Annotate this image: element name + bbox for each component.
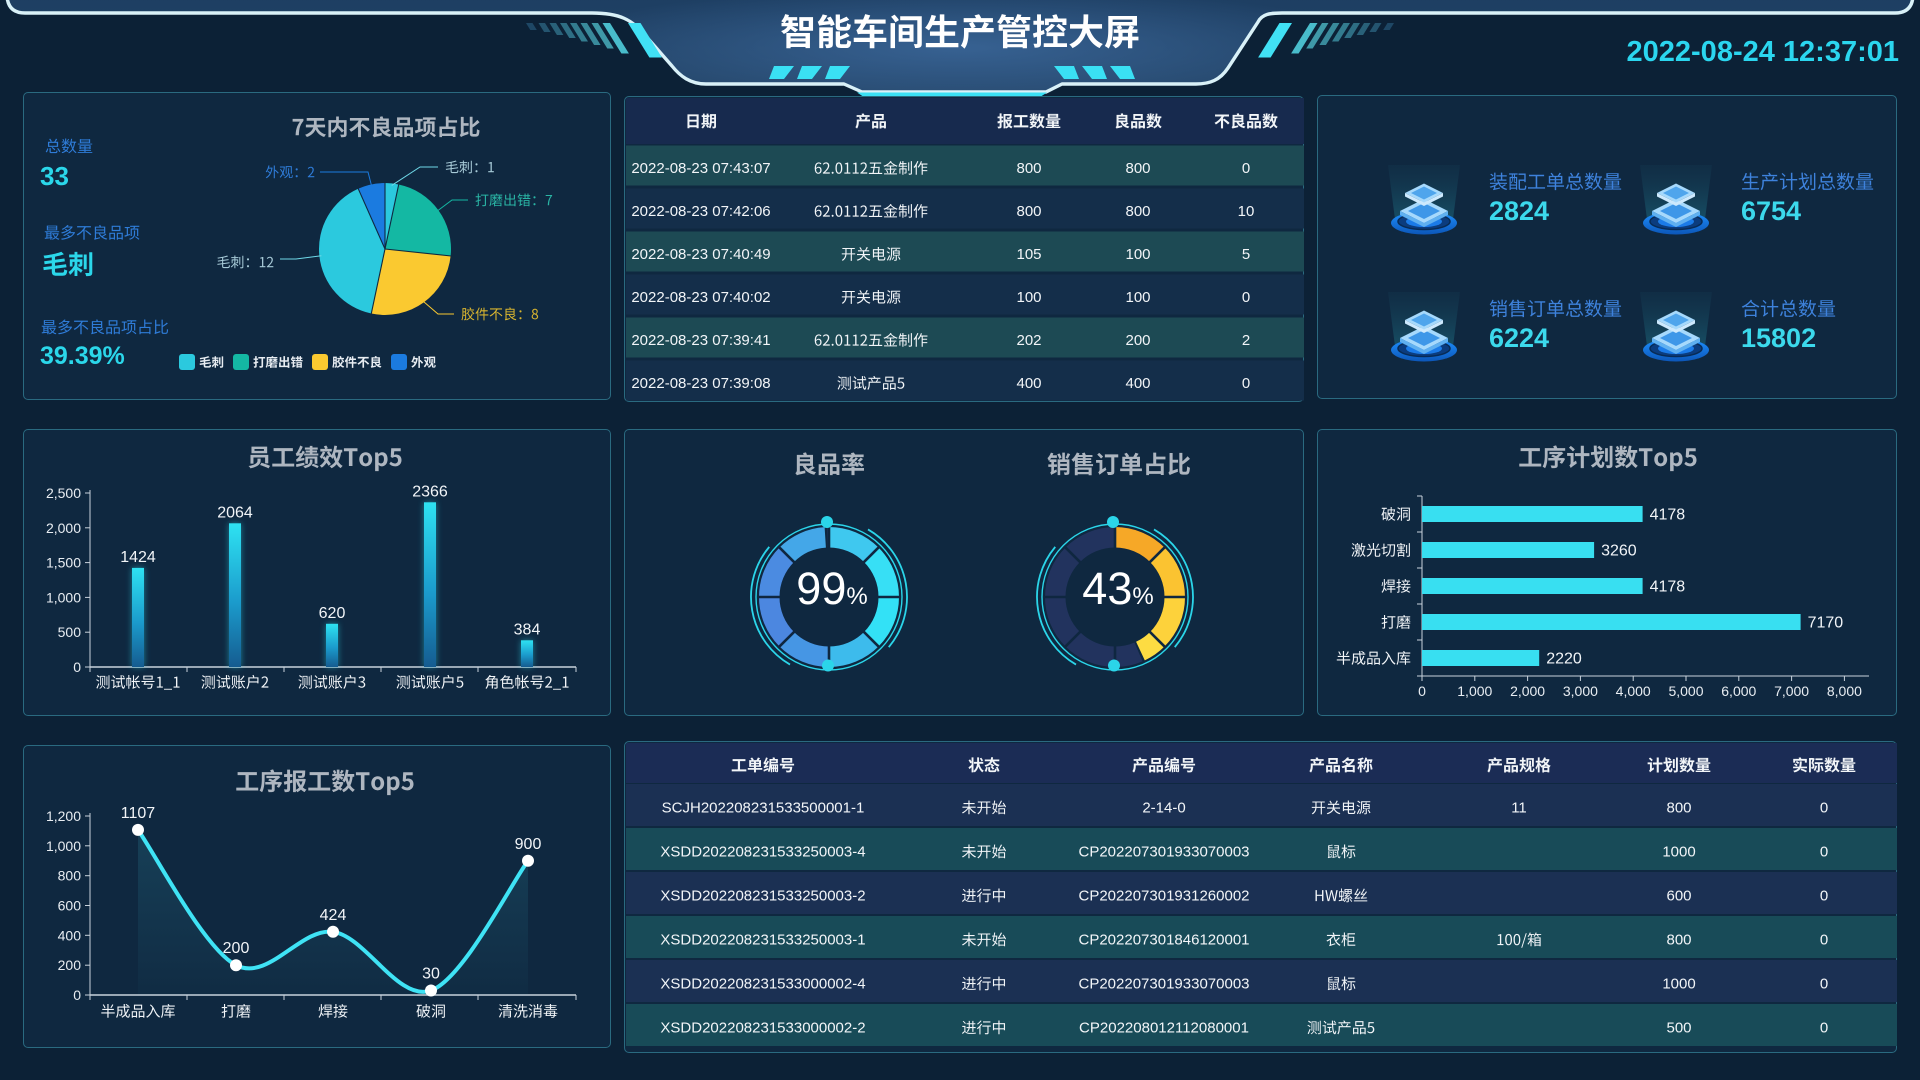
svg-text:7170: 7170 (1808, 615, 1844, 632)
svg-text:0: 0 (1820, 800, 1828, 817)
svg-text:1,000: 1,000 (46, 589, 81, 605)
svg-text:3260: 3260 (1601, 543, 1637, 560)
svg-text:CP202208012112080001: CP202208012112080001 (1079, 1020, 1249, 1037)
svg-text:CP202207301933070003: CP202207301933070003 (1079, 844, 1250, 861)
svg-text:XSDD202208231533000002-2: XSDD202208231533000002-2 (660, 1020, 865, 1037)
svg-text:900: 900 (515, 836, 542, 853)
svg-text:15802: 15802 (1741, 323, 1816, 353)
svg-text:0: 0 (1820, 1020, 1828, 1037)
svg-text:SCJH202208231533500001-1: SCJH202208231533500001-1 (662, 800, 865, 817)
svg-text:XSDD202208231533250003-4: XSDD202208231533250003-4 (660, 844, 865, 861)
svg-text:800: 800 (1016, 160, 1041, 177)
svg-text:2,000: 2,000 (46, 520, 81, 536)
svg-text:0: 0 (73, 987, 81, 1003)
svg-text:1000: 1000 (1662, 976, 1695, 993)
svg-text:6,000: 6,000 (1721, 683, 1756, 699)
svg-text:400: 400 (1016, 375, 1041, 392)
svg-text:600: 600 (58, 898, 82, 914)
svg-text:4,000: 4,000 (1616, 683, 1651, 699)
svg-text:0: 0 (1820, 888, 1828, 905)
svg-text:7,000: 7,000 (1774, 683, 1809, 699)
svg-text:2022-08-23 07:40:02: 2022-08-23 07:40:02 (631, 289, 770, 306)
svg-text:2022-08-23 07:42:06: 2022-08-23 07:42:06 (631, 203, 770, 220)
svg-text:39.39%: 39.39% (40, 342, 125, 370)
svg-text:1,500: 1,500 (46, 555, 81, 571)
svg-text:99%: 99% (796, 563, 867, 614)
svg-text:2022-08-23 07:40:49: 2022-08-23 07:40:49 (631, 246, 770, 263)
svg-text:XSDD202208231533250003-2: XSDD202208231533250003-2 (660, 888, 865, 905)
svg-text:1424: 1424 (120, 549, 156, 566)
svg-text:0: 0 (1820, 844, 1828, 861)
svg-text:500: 500 (58, 624, 82, 640)
svg-text:105: 105 (1016, 246, 1041, 263)
svg-text:500: 500 (1666, 1020, 1691, 1037)
svg-text:CP202207301931260002: CP202207301931260002 (1079, 888, 1250, 905)
svg-text:100: 100 (1125, 289, 1150, 306)
svg-text:0: 0 (1242, 160, 1250, 177)
svg-text:2220: 2220 (1546, 651, 1582, 668)
svg-text:5,000: 5,000 (1668, 683, 1703, 699)
svg-text:0: 0 (1242, 289, 1250, 306)
svg-text:202: 202 (1016, 332, 1041, 349)
svg-text:100: 100 (1016, 289, 1041, 306)
svg-text:2824: 2824 (1489, 196, 1549, 226)
svg-text:2022-08-23 07:43:07: 2022-08-23 07:43:07 (631, 160, 770, 177)
svg-text:30: 30 (422, 966, 440, 983)
svg-text:6754: 6754 (1741, 196, 1801, 226)
svg-text:620: 620 (319, 605, 346, 622)
svg-text:800: 800 (58, 868, 82, 884)
svg-text:200: 200 (223, 940, 250, 957)
svg-text:CP202207301846120001: CP202207301846120001 (1079, 932, 1250, 949)
svg-text:4178: 4178 (1650, 507, 1686, 524)
svg-text:XSDD202208231533000002-4: XSDD202208231533000002-4 (660, 976, 865, 993)
svg-text:2064: 2064 (217, 504, 253, 521)
svg-text:200: 200 (58, 957, 82, 973)
svg-text:1,000: 1,000 (1457, 683, 1492, 699)
svg-text:2,000: 2,000 (1510, 683, 1545, 699)
svg-text:1107: 1107 (121, 805, 156, 822)
svg-text:800: 800 (1125, 160, 1150, 177)
svg-text:800: 800 (1666, 932, 1691, 949)
svg-text:3,000: 3,000 (1563, 683, 1598, 699)
svg-text:400: 400 (58, 927, 82, 943)
svg-text:400: 400 (1125, 375, 1150, 392)
svg-text:XSDD202208231533250003-1: XSDD202208231533250003-1 (660, 932, 865, 949)
svg-text:2022-08-24 12:37:01: 2022-08-24 12:37:01 (1627, 36, 1899, 68)
svg-text:1,200: 1,200 (46, 808, 81, 824)
svg-text:0: 0 (1820, 932, 1828, 949)
svg-text:8,000: 8,000 (1827, 683, 1862, 699)
svg-text:384: 384 (514, 621, 541, 638)
svg-text:1,000: 1,000 (46, 838, 81, 854)
svg-text:10: 10 (1238, 203, 1255, 220)
svg-text:2366: 2366 (412, 483, 448, 500)
svg-text:0: 0 (73, 659, 81, 675)
svg-text:4178: 4178 (1650, 579, 1686, 596)
svg-text:0: 0 (1242, 375, 1250, 392)
svg-text:800: 800 (1016, 203, 1041, 220)
svg-text:100: 100 (1125, 246, 1150, 263)
svg-text:200: 200 (1125, 332, 1150, 349)
svg-text:800: 800 (1666, 800, 1691, 817)
svg-text:800: 800 (1125, 203, 1150, 220)
svg-text:33: 33 (40, 161, 69, 191)
svg-text:6224: 6224 (1489, 323, 1549, 353)
svg-text:2022-08-23 07:39:41: 2022-08-23 07:39:41 (631, 332, 770, 349)
svg-text:1000: 1000 (1662, 844, 1695, 861)
svg-text:600: 600 (1666, 888, 1691, 905)
svg-text:5: 5 (1242, 246, 1250, 263)
svg-text:2-14-0: 2-14-0 (1142, 800, 1185, 817)
svg-text:43%: 43% (1082, 563, 1153, 614)
svg-text:2022-08-23 07:39:08: 2022-08-23 07:39:08 (631, 375, 770, 392)
svg-text:424: 424 (320, 907, 347, 924)
svg-text:0: 0 (1418, 683, 1426, 699)
svg-text:0: 0 (1820, 976, 1828, 993)
svg-text:CP202207301933070003: CP202207301933070003 (1079, 976, 1250, 993)
svg-text:2: 2 (1242, 332, 1250, 349)
svg-text:2,500: 2,500 (46, 485, 81, 501)
svg-text:11: 11 (1511, 800, 1527, 817)
